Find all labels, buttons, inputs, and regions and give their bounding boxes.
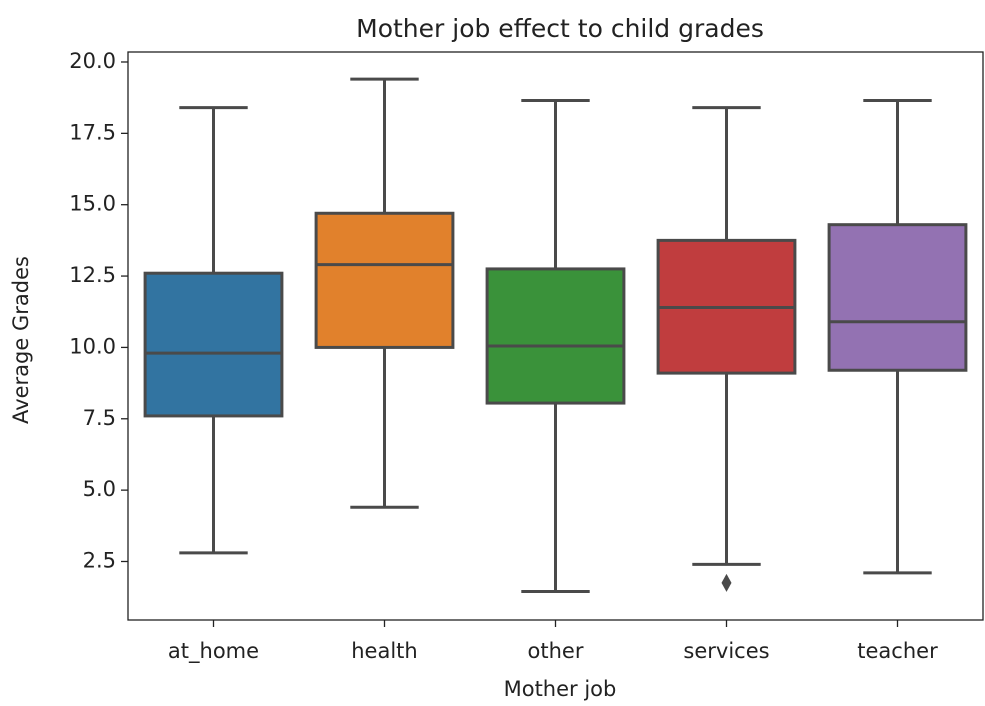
y-tick-label: 2.5 <box>83 548 116 572</box>
x-tick-label: other <box>528 639 584 663</box>
y-tick-label: 5.0 <box>83 477 116 501</box>
box <box>485 267 626 405</box>
outlier <box>721 573 732 592</box>
y-tick-label: 17.5 <box>69 120 116 144</box>
y-tick-label: 15.0 <box>69 192 116 216</box>
y-tick-label: 20.0 <box>69 49 116 73</box>
y-axis-label: Average Grades <box>9 256 33 424</box>
y-tick-label: 12.5 <box>69 263 116 287</box>
y-tick-label: 10.0 <box>69 334 116 358</box>
x-tick-label: at_home <box>168 639 259 664</box>
box <box>314 211 455 349</box>
box <box>143 271 284 418</box>
x-tick-label: teacher <box>857 639 938 663</box>
x-axis-label: Mother job <box>504 677 617 701</box>
x-tick-label: health <box>351 639 417 663</box>
chart-title: Mother job effect to child grades <box>356 14 764 43</box>
y-tick-label: 7.5 <box>83 406 116 430</box>
x-tick-label: services <box>683 639 769 663</box>
box <box>827 223 968 372</box>
